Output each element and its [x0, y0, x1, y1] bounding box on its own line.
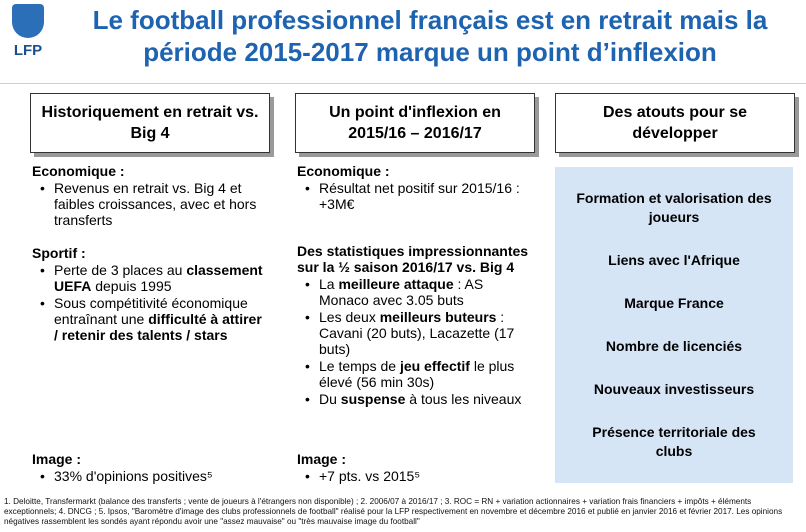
column-header: Historiquement en retrait vs. Big 4: [30, 93, 270, 153]
section-heading: Des statistiques impressionnantes sur la…: [297, 243, 529, 275]
text-run: Sous compétitivité économique entraînant…: [54, 295, 248, 327]
section: Image :+7 pts. vs 2015⁵: [297, 451, 533, 485]
text-run: depuis 1995: [91, 278, 172, 294]
asset-item: Présence territoriale des clubs: [592, 424, 756, 459]
text-run: difficulté à attirer / retenir des talen…: [54, 311, 262, 343]
title: Le football professionnel français est e…: [60, 4, 800, 68]
text-run: Revenus en retrait vs. Big 4 et faibles …: [54, 180, 257, 228]
bullet: Revenus en retrait vs. Big 4 et faibles …: [40, 180, 268, 228]
bullet: Sous compétitivité économique entraînant…: [40, 295, 268, 343]
text-run: jeu effectif: [399, 358, 470, 374]
section: Economique :Revenus en retrait vs. Big 4…: [32, 163, 268, 229]
text-run: Résultat net positif sur 2015/16 : +3M€: [319, 180, 520, 212]
bullet: Les deux meilleurs buteurs : Cavani (20 …: [305, 309, 533, 357]
bullet-list: Résultat net positif sur 2015/16 : +3M€: [297, 180, 533, 212]
section: Image :33% d'opinions positives⁵: [32, 451, 268, 485]
section-heading: Image :: [297, 451, 347, 467]
bullet: +7 pts. vs 2015⁵: [305, 468, 533, 484]
bullet-list: Perte de 3 places au classement UEFA dep…: [32, 262, 268, 343]
bullet-list: Revenus en retrait vs. Big 4 et faibles …: [32, 180, 268, 228]
bullet-list: +7 pts. vs 2015⁵: [297, 468, 533, 484]
text-run: Les deux: [319, 309, 380, 325]
logo-shield: [12, 4, 44, 38]
asset-item: Formation et valorisation des joueurs: [576, 190, 772, 225]
bullet: La meilleure attaque : AS Monaco avec 3.…: [305, 276, 533, 308]
column-header: Des atouts pour se développer: [555, 93, 795, 153]
text-run: La: [319, 276, 339, 292]
section: Des statistiques impressionnantes sur la…: [297, 243, 533, 408]
text-run: +7 pts. vs 2015⁵: [319, 468, 421, 484]
bullet: Le temps de jeu effectif le plus élevé (…: [305, 358, 533, 390]
logo: LFP: [6, 4, 50, 64]
section-heading: Image :: [32, 451, 82, 467]
asset-panel: Formation et valorisation des joueurs Lie…: [555, 167, 793, 483]
bullet: Du suspense à tous les niveaux: [305, 391, 533, 407]
text-run: Perte de 3 places au: [54, 262, 187, 278]
bullet-list: La meilleure attaque : AS Monaco avec 3.…: [297, 276, 533, 407]
text-run: meilleurs buteurs: [379, 309, 497, 325]
bullet: Résultat net positif sur 2015/16 : +3M€: [305, 180, 533, 212]
column: Historiquement en retrait vs. Big 4 Econo…: [30, 93, 270, 485]
section-heading: Sportif :: [32, 245, 86, 261]
text-run: suspense: [340, 391, 406, 407]
asset-item: Liens avec l'Afrique: [608, 252, 740, 268]
section-heading: Economique :: [297, 163, 390, 179]
asset-item: Nouveaux investisseurs: [593, 381, 755, 397]
bullet-list: 33% d'opinions positives⁵: [32, 468, 268, 484]
text-run: Du: [319, 391, 341, 407]
asset-item: Marque France: [624, 295, 724, 311]
title-line: Le football professionnel français est e…: [92, 5, 768, 35]
logo-text: LFP: [13, 42, 43, 59]
footnote: 1. Deloitte, Transfermarkt (balance des …: [4, 497, 783, 526]
column: Des atouts pour se développer Formation e…: [555, 93, 795, 483]
text-run: le plus élevé (56 min 30s): [319, 358, 515, 390]
section: Sportif :Perte de 3 places au classement…: [32, 245, 268, 344]
text-run: meilleure attaque: [338, 276, 454, 292]
bullet: 33% d'opinions positives⁵: [40, 468, 268, 484]
title-line: période 2015-2017 marque un point d’infl…: [143, 37, 717, 67]
bullet: Perte de 3 places au classement UEFA dep…: [40, 262, 268, 294]
text-run: : AS Monaco avec 3.05 buts: [319, 276, 484, 308]
column: Un point d'inflexion en 2015/16 – 2016/1…: [295, 93, 535, 485]
asset-item: Nombre de licenciés: [605, 338, 743, 354]
section: Economique :Résultat net positif sur 201…: [297, 163, 533, 213]
text-run: classement UEFA: [54, 262, 263, 294]
column-header: Un point d'inflexion en 2015/16 – 2016/1…: [295, 93, 535, 153]
text-run: à tous les niveaux: [405, 391, 522, 407]
text-run: Le temps de: [319, 358, 400, 374]
text-run: 33% d'opinions positives⁵: [54, 468, 213, 484]
text-run: : Cavani (20 buts), Lacazette (17 buts): [319, 309, 515, 357]
divider: [0, 83, 806, 84]
section-heading: Economique :: [32, 163, 125, 179]
